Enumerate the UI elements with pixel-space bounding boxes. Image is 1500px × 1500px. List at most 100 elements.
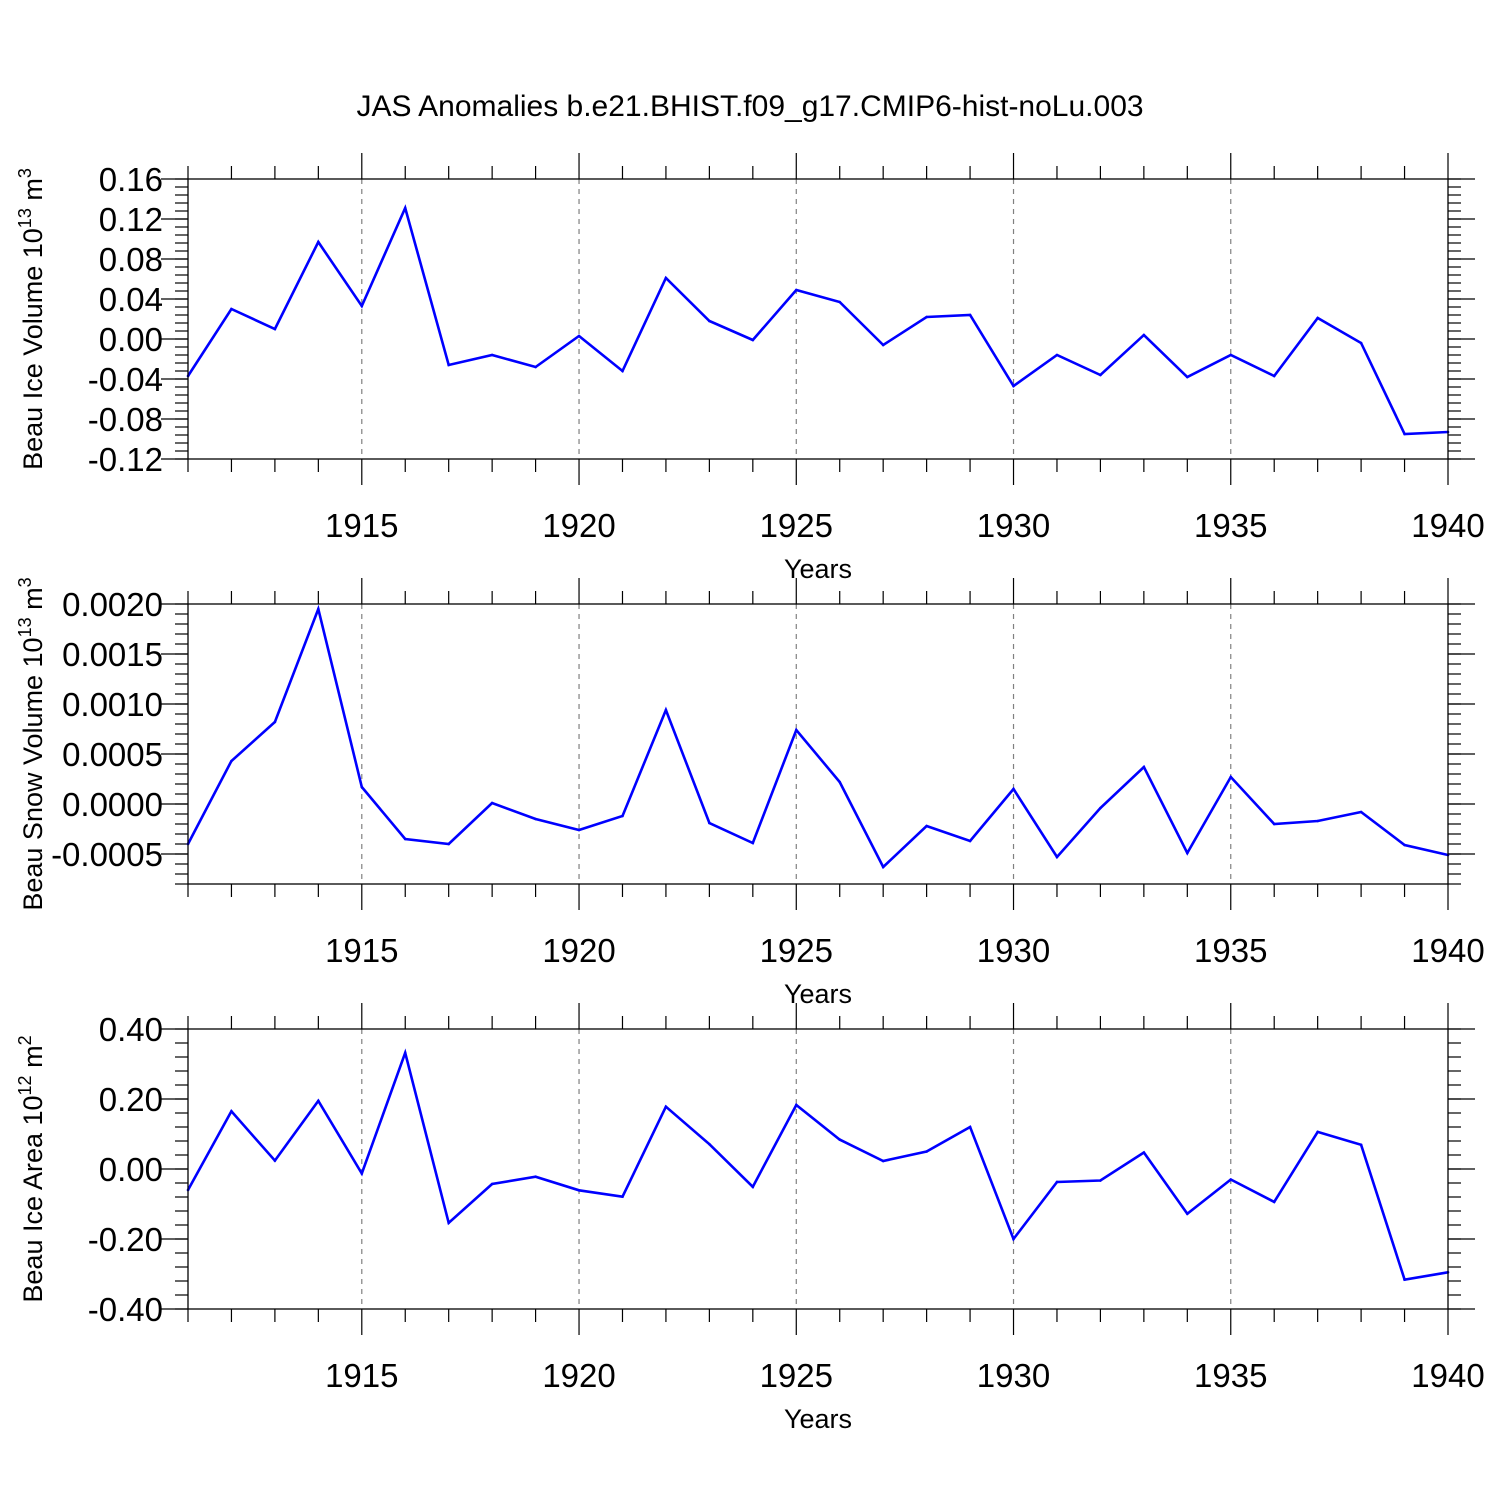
x-tick-label: 1925 — [760, 932, 833, 969]
data-point-1912 — [230, 759, 233, 763]
data-point-1929 — [968, 1125, 972, 1129]
data-point-1938 — [1359, 810, 1363, 814]
y-tick-label: 0.00 — [99, 321, 163, 358]
data-point-1927 — [881, 343, 885, 347]
data-point-1921 — [621, 1195, 624, 1198]
data-point-1918 — [490, 353, 494, 357]
data-point-1916 — [403, 1051, 407, 1055]
x-gridlines — [361, 179, 1232, 459]
data-point-1934 — [1186, 1212, 1189, 1216]
data-point-1926 — [838, 780, 842, 784]
data-point-1913 — [273, 1159, 277, 1162]
data-point-1923 — [708, 821, 711, 825]
x-tick-label: 1920 — [542, 1357, 615, 1394]
x-axis-label: Years — [784, 1404, 852, 1434]
y-label-text: Beau Ice Area 10 — [18, 1095, 48, 1302]
data-point-1918 — [490, 1182, 494, 1186]
y-tick-label: 0.16 — [99, 161, 163, 198]
y-axis-label: Beau Snow Volume 1013 m3 — [15, 577, 48, 910]
data-point-1921 — [621, 369, 624, 373]
data-point-1917 — [447, 363, 450, 367]
data-point-1913 — [273, 327, 277, 331]
data-point-1933 — [1142, 765, 1146, 769]
data-point-1923 — [708, 1142, 711, 1146]
y-tick-label: 0.04 — [99, 281, 163, 318]
data-point-1928 — [925, 1150, 928, 1153]
data-point-1936 — [1272, 1200, 1276, 1204]
y-tick-label: 0.0015 — [62, 636, 163, 673]
y-axis-label: Beau Ice Area 1012 m2 — [15, 1035, 48, 1302]
y-label-unit-exponent: 2 — [15, 1035, 35, 1045]
y-tick-label: 0.00 — [99, 1151, 163, 1188]
y-axis-label: Beau Ice Volume 1013 m3 — [15, 168, 48, 470]
x-tick-label: 1920 — [542, 932, 615, 969]
y-tick-label: 0.12 — [99, 201, 163, 238]
y-tick-label: -0.0005 — [51, 836, 163, 873]
data-point-1915 — [360, 785, 364, 789]
y-tick-labels: -0.12-0.08-0.040.000.040.080.120.16 — [88, 161, 163, 478]
x-tick-label: 1920 — [542, 507, 615, 544]
y-tick-label: 0.20 — [99, 1081, 163, 1118]
data-point-1932 — [1099, 806, 1102, 810]
panel-ice-volume: -0.12-0.08-0.040.000.040.080.120.16 1915… — [15, 153, 1485, 584]
x-gridlines — [361, 1029, 1232, 1309]
data-point-1937 — [1316, 1130, 1319, 1134]
data-point-1933 — [1142, 1151, 1146, 1154]
y-tick-label: 0.08 — [99, 241, 163, 278]
y-label-text: Beau Snow Volume 10 — [18, 637, 48, 910]
data-point-1923 — [708, 319, 711, 323]
data-point-1913 — [273, 720, 277, 724]
data-points — [186, 607, 1450, 869]
data-point-1936 — [1272, 822, 1276, 826]
y-tick-label: -0.12 — [88, 441, 163, 478]
x-tick-label: 1915 — [325, 932, 398, 969]
plot-frame — [187, 178, 1449, 460]
y-label-text: Beau Ice Volume 10 — [18, 228, 48, 470]
data-point-1924 — [751, 841, 755, 845]
data-point-1924 — [751, 1185, 755, 1189]
data-point-1938 — [1359, 1143, 1363, 1147]
plot-frame — [187, 603, 1449, 885]
x-tick-label: 1940 — [1411, 932, 1484, 969]
data-point-1922 — [664, 276, 668, 280]
x-tick-label: 1925 — [760, 1357, 833, 1394]
x-axis-label: Years — [784, 554, 852, 584]
data-point-1927 — [881, 865, 885, 869]
y-tick-label: -0.20 — [88, 1221, 163, 1258]
data-point-1936 — [1272, 374, 1276, 378]
x-tick-label: 1940 — [1411, 1357, 1484, 1394]
y-label-unit: m — [18, 178, 48, 208]
snow-volume-line — [186, 604, 1449, 870]
data-point-1926 — [838, 1138, 842, 1141]
data-point-1925 — [794, 1103, 798, 1107]
y-label-unit-exponent: 3 — [15, 577, 35, 587]
data-point-1939 — [1403, 1278, 1406, 1281]
data-points — [186, 206, 1450, 436]
x-tick-label: 1930 — [977, 932, 1050, 969]
panel-snow-volume: -0.0005 0.0000 0.0005 0.0010 0.0015 0.0020 19… — [15, 577, 1485, 1009]
data-point-1932 — [1099, 1179, 1102, 1182]
y-label-unit-exponent: 3 — [15, 168, 35, 178]
y-tick-label: 0.0020 — [62, 586, 163, 623]
x-tick-label: 1915 — [325, 1357, 398, 1394]
data-point-1917 — [447, 1221, 450, 1225]
data-point-1929 — [968, 839, 972, 843]
data-point-1935 — [1229, 353, 1233, 357]
x-tick-labels: 1915 1920 1925 1930 1935 1940 — [325, 1357, 1485, 1394]
x-gridlines — [361, 604, 1232, 884]
data-point-1920 — [577, 1189, 581, 1192]
x-tick-label: 1930 — [977, 507, 1050, 544]
y-label-exponent: 13 — [15, 208, 35, 228]
y-label-unit: m — [18, 587, 48, 617]
y-tick-label: 0.0010 — [62, 686, 163, 723]
data-point-1928 — [925, 315, 928, 319]
data-point-1922 — [664, 1105, 668, 1108]
data-point-1933 — [1142, 333, 1146, 337]
axis-ticks — [161, 1003, 1475, 1335]
x-axis-label: Years — [784, 979, 852, 1009]
axis-ticks — [161, 153, 1475, 485]
data-point-1912 — [230, 307, 233, 311]
data-point-1935 — [1229, 775, 1233, 779]
